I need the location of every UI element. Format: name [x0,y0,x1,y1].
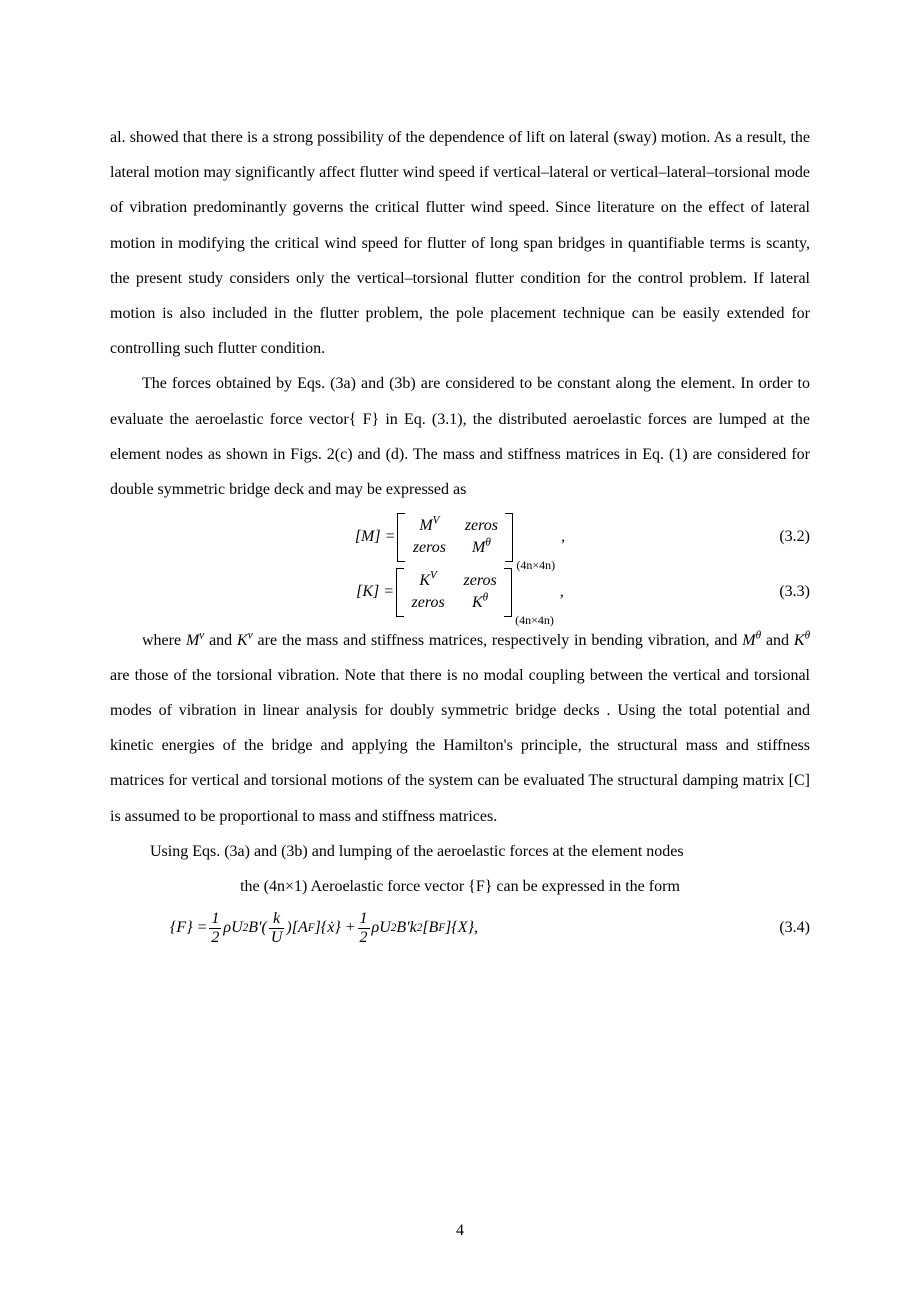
paragraph-4: Using Eqs. (3a) and (3b) and lumping of … [150,834,810,869]
equation-3-4: {F} = 12 ρU2B′(kU)[AF]{ẋ} + 12 ρU2B′k2[B… [110,910,810,946]
eq32-lhs: [M] = [355,527,396,548]
paragraph-2: The forces obtained by Eqs. (3a) and (3b… [110,366,810,507]
equation-3-2: [M] = MV zeros zeros Mθ (4n×4n) , (3.2) [110,513,810,562]
eq33-subscript: (4n×4n) [515,613,554,629]
eq32-number: (3.2) [779,527,810,548]
page-number: 4 [0,1213,920,1248]
eq33-lhs: [K] = [356,582,394,603]
eq34-number: (3.4) [779,918,810,939]
paragraph-3: where Mv and Kv are the mass and stiffne… [110,623,810,834]
paragraph-1: al. showed that there is a strong possib… [110,120,810,366]
eq33-number: (3.3) [779,582,810,603]
eq32-matrix: MV zeros zeros Mθ [397,513,513,562]
equation-3-3: [K] = KV zeros zeros Kθ (4n×4n) , (3.3) [110,568,810,617]
paragraph-5: the (4n×1) Aeroelastic force vector {F} … [110,869,810,904]
eq33-matrix: KV zeros zeros Kθ [396,568,512,617]
